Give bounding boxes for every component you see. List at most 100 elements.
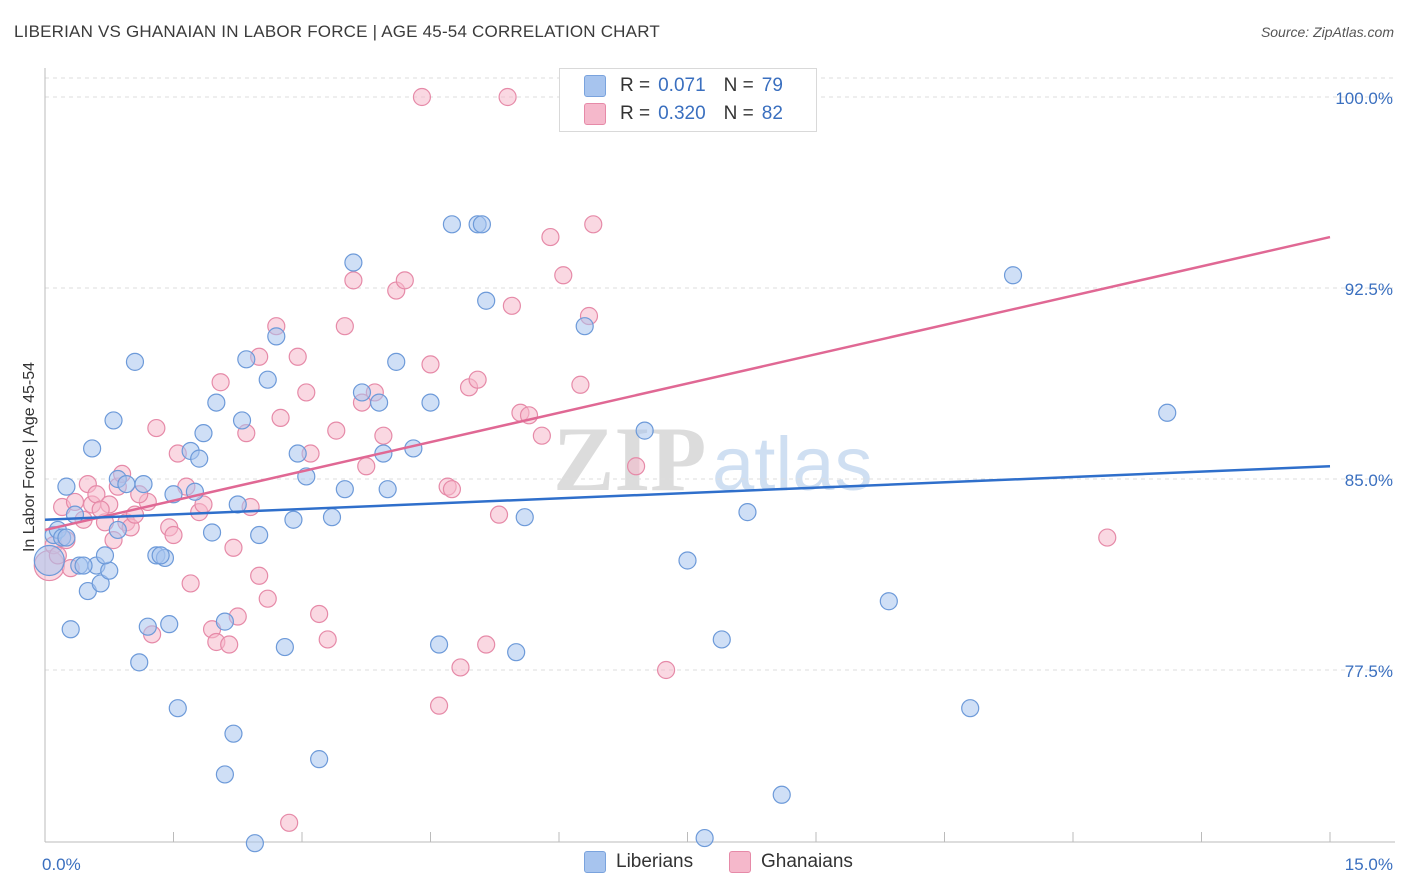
x-tick-labels: 0.0% 15.0% [42, 855, 1393, 874]
legend: R = 0.071 N = 79 R = 0.320 N = 82 [559, 68, 817, 132]
bottom-swatch-ghanaians [729, 851, 751, 873]
liberians-point [215, 612, 234, 631]
trendlines [44, 235, 1331, 532]
liberians-point [202, 523, 222, 542]
liberians-point [33, 544, 65, 577]
ghanaians-point [318, 630, 337, 649]
legend-n-label: N = [723, 103, 754, 124]
ghanaians-point [344, 271, 363, 290]
liberians-point [387, 352, 406, 371]
ghanaians-point [395, 271, 414, 290]
liberians-point [695, 828, 714, 848]
ghanaians-point [280, 813, 299, 832]
liberians-point [138, 617, 157, 636]
liberians-point [224, 724, 243, 743]
liberians-point [275, 637, 294, 657]
ghanaians-point [357, 457, 376, 476]
watermark: ZIP atlas [553, 408, 873, 510]
liberians-point [74, 556, 93, 575]
ghanaians-point [220, 635, 239, 654]
liberians-point [322, 508, 342, 527]
liberians-point [515, 508, 534, 527]
legend-r-value: 0.320 [658, 103, 706, 124]
ghanaians-point [335, 317, 354, 336]
chart-title: LIBERIAN VS GHANAIAN IN LABOR FORCE | AG… [14, 22, 660, 41]
liberians-point [100, 561, 119, 580]
legend-row-liberians: R = 0.071 N = 79 [584, 73, 783, 99]
liberians-point [117, 474, 136, 494]
bottom-legend-ghanaians: Ghanaians [729, 851, 853, 873]
axes [44, 68, 1395, 843]
liberians-point [95, 546, 115, 565]
legend-n-label: N = [723, 75, 754, 96]
ghanaians-point [310, 604, 329, 624]
ghanaians-point [211, 373, 230, 392]
liberians-point [575, 317, 594, 336]
liberians-point [151, 546, 170, 565]
ghanaians-point [429, 696, 449, 715]
legend-r-label: R = [620, 75, 651, 96]
liberians-point [635, 421, 654, 440]
ghanaians-point [327, 421, 346, 440]
liberians-point [108, 520, 127, 540]
liberians-points [33, 215, 1177, 853]
bottom-swatch-liberians [584, 851, 606, 873]
ghanaians-point [288, 347, 307, 366]
ghanaians-trendline [44, 235, 1331, 532]
ghanaians-point [271, 408, 290, 427]
source-label: Source: ZipAtlas.com [1260, 24, 1394, 40]
legend-swatch-liberians [584, 75, 606, 97]
liberians-point [472, 215, 491, 234]
liberians-point [344, 253, 363, 272]
ghanaians-point [571, 375, 590, 394]
ghanaians-point [297, 383, 316, 402]
ghanaians-point [421, 355, 440, 374]
liberians-point [370, 393, 389, 412]
liberians-point [335, 480, 354, 499]
ghanaians-point [442, 480, 462, 499]
ghanaians-point [181, 574, 200, 593]
liberians-point [442, 215, 462, 234]
ghanaians-point [164, 525, 183, 545]
x-tick-label: 15.0% [1345, 855, 1393, 874]
liberians-point [258, 370, 277, 389]
ghanaians-point [451, 658, 470, 677]
legend-n-value: 82 [761, 103, 783, 124]
liberians-point [378, 480, 397, 499]
liberians-point [1158, 403, 1177, 422]
liberians-point [352, 383, 372, 402]
y-tick-label: 77.5% [1345, 662, 1393, 681]
liberians-point [678, 551, 697, 570]
liberians-point [507, 643, 526, 662]
ghanaians-point [1098, 528, 1117, 547]
liberians-point [91, 574, 110, 593]
liberians-point [190, 449, 209, 468]
liberians-trendline [44, 465, 1331, 521]
ghanaians-point [584, 215, 603, 234]
watermark-atlas: atlas [712, 422, 873, 507]
ghanaians-point [258, 589, 277, 608]
legend-r-label: R = [620, 103, 651, 124]
ghanaians-point [147, 418, 166, 438]
ghanaians-point [498, 87, 517, 107]
legend-row-ghanaians: R = 0.320 N = 82 [584, 101, 783, 127]
ghanaians-point [412, 87, 432, 107]
bottom-legend-label-ghanaians: Ghanaians [761, 851, 853, 872]
ghanaians-point [374, 426, 393, 445]
liberians-point [57, 528, 76, 547]
y-tick-label: 100.0% [1335, 89, 1393, 108]
liberians-point [1003, 266, 1023, 285]
liberians-point [194, 424, 213, 443]
y-tick-label: 85.0% [1345, 471, 1393, 490]
liberians-point [207, 393, 226, 412]
liberians-point [738, 503, 757, 522]
liberians-point [879, 592, 898, 611]
liberians-point [250, 525, 269, 545]
y-tick-label: 92.5% [1345, 280, 1393, 299]
legend-swatch-ghanaians [584, 103, 606, 125]
liberians-point [125, 352, 145, 371]
legend-r-value: 0.071 [658, 75, 706, 96]
bottom-legend-liberians: Liberians [584, 851, 693, 873]
liberians-point [772, 785, 791, 804]
liberians-point [232, 411, 252, 430]
